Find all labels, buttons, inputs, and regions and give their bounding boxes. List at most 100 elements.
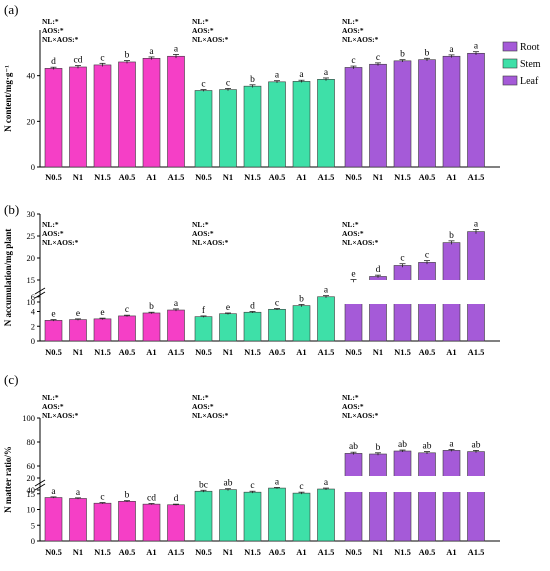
- bar: [418, 452, 436, 542]
- x-tick-label: A1: [446, 547, 456, 557]
- significance-letter: c: [125, 305, 129, 315]
- y-tick-label: 40: [27, 485, 36, 495]
- bar: [69, 498, 87, 542]
- bar: [268, 81, 286, 168]
- significance-letter: e: [100, 308, 104, 318]
- x-tick-label: N1.5: [94, 347, 111, 357]
- x-tick-label: N0.5: [45, 547, 62, 557]
- group-leaf: NL:*AOS:*NL×AOS:* ab N0.5 b N1 ab N1.5 ab A0.5 a A…: [342, 393, 486, 557]
- y-axis-label: N matter ratio/%: [3, 446, 13, 513]
- y-tick-label: 40: [27, 71, 36, 81]
- bar-break-gap: [417, 476, 437, 492]
- stat-label: NL:*: [192, 17, 209, 26]
- significance-letter: c: [100, 493, 104, 503]
- bar: [118, 61, 136, 168]
- bar: [118, 501, 136, 542]
- bar: [393, 450, 412, 542]
- bar: [467, 52, 485, 168]
- stat-label: AOS:*: [42, 229, 64, 238]
- significance-letter: b: [149, 302, 154, 312]
- x-tick-label: A1: [146, 347, 156, 357]
- significance-letter: c: [201, 80, 205, 90]
- group-stem: NL:*AOS:*NL×AOS:* c N0.5 c N1 b N1.5 a A0.5 a A1 a A…: [192, 17, 335, 182]
- significance-letter: c: [226, 78, 230, 88]
- significance-letter: a: [174, 44, 179, 54]
- x-tick-label: N0.5: [195, 172, 212, 182]
- axis-break-mark: [34, 287, 46, 299]
- x-tick-label: A1.5: [168, 547, 185, 557]
- x-tick-label: N1: [373, 347, 383, 357]
- stat-label: AOS:*: [192, 402, 214, 411]
- stat-label: AOS:*: [192, 26, 214, 35]
- x-tick-label: N1.5: [394, 172, 411, 182]
- x-tick-label: A1: [146, 547, 156, 557]
- significance-letter: a: [324, 478, 329, 488]
- bar: [194, 490, 213, 542]
- significance-letter: c: [425, 251, 429, 261]
- y-tick-label: 4: [31, 307, 36, 317]
- x-tick-label: N1: [373, 547, 383, 557]
- stat-label: NL×AOS:*: [42, 35, 79, 44]
- y-tick-label: 20: [27, 253, 36, 263]
- bar: [317, 79, 335, 168]
- x-tick-label: N1: [223, 347, 233, 357]
- stat-label: AOS:*: [42, 402, 64, 411]
- bar: [44, 497, 63, 542]
- group-root: NL:*AOS:*NL×AOS:* e N0.5 e N1 e N1.5 c A0.5 b A1 a A…: [42, 220, 185, 357]
- panel-a: (a)N content/mg·g⁻¹02040NL:*AOS:*NL×AOS:…: [3, 2, 500, 182]
- bar-break-gap: [417, 280, 437, 304]
- significance-letter: d: [376, 265, 381, 275]
- x-tick-label: A0.5: [119, 172, 136, 182]
- significance-letter: d: [51, 57, 56, 67]
- y-tick-label: 60: [27, 461, 36, 471]
- significance-letter: c: [100, 53, 104, 63]
- bar: [93, 318, 112, 342]
- bar: [142, 58, 161, 168]
- significance-letter: c: [400, 254, 404, 264]
- bar: [268, 308, 286, 342]
- bar: [44, 320, 63, 342]
- y-tick-label: 10: [27, 505, 36, 515]
- significance-letter: b: [400, 50, 405, 60]
- x-tick-label: N1.5: [94, 547, 111, 557]
- bar: [317, 296, 335, 342]
- stat-label: NL:*: [42, 17, 59, 26]
- significance-letter: f: [202, 305, 206, 316]
- significance-letter: ab: [423, 442, 432, 452]
- group-leaf: NL:*AOS:*NL×AOS:* e N0.5 d N1 c N1.5 c A0.5 b A1 a A…: [342, 219, 486, 357]
- y-tick-label: 25: [27, 231, 36, 241]
- legend-item-root: Root: [502, 41, 540, 53]
- significance-letter: cd: [74, 56, 83, 66]
- stat-label: NL:*: [342, 17, 359, 26]
- legend-label: Stem: [520, 59, 541, 70]
- x-tick-label: A0.5: [419, 547, 436, 557]
- legend: Root Stem Leaf: [502, 41, 541, 87]
- significance-letter: ab: [224, 479, 233, 489]
- stat-label: NL×AOS:*: [342, 238, 379, 247]
- stat-label: AOS:*: [342, 402, 364, 411]
- bar: [442, 450, 461, 542]
- x-tick-label: A1.5: [468, 547, 485, 557]
- significance-letter: b: [449, 231, 454, 241]
- legend-label: Root: [520, 42, 540, 53]
- bar-break-gap: [466, 280, 486, 304]
- significance-letter: b: [376, 443, 381, 453]
- x-tick-label: N1.5: [94, 172, 111, 182]
- x-tick-label: A0.5: [269, 347, 286, 357]
- bar-break-gap: [442, 280, 461, 304]
- significance-letter: b: [125, 491, 130, 501]
- y-tick-label: 10: [27, 297, 36, 307]
- bar-break-gap: [442, 476, 461, 492]
- x-tick-label: A0.5: [419, 347, 436, 357]
- panel-b: (b) N accumulation/mg plant 0 2 4 610 15 20 25 30…: [3, 202, 500, 357]
- bar: [118, 315, 136, 342]
- stat-label: NL×AOS:*: [192, 238, 229, 247]
- significance-letter: e: [226, 303, 230, 313]
- x-tick-label: N0.5: [195, 547, 212, 557]
- x-tick-label: A1: [296, 172, 306, 182]
- legend-swatch: [502, 75, 518, 86]
- bar: [369, 63, 387, 168]
- group-stem: NL:*AOS:*NL×AOS:* f N0.5 e N1 d N1.5 c A0.5 b A1 a A…: [192, 220, 335, 357]
- bar: [292, 81, 311, 168]
